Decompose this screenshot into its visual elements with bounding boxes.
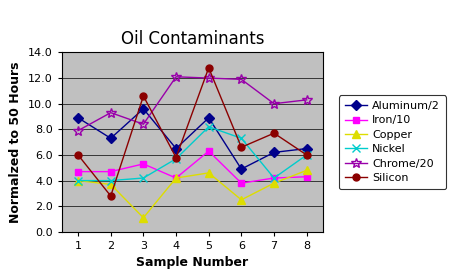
Y-axis label: Normalzed to 50 Hours: Normalzed to 50 Hours	[10, 61, 22, 223]
Copper	[141, 216, 146, 219]
Aluminum/2	[173, 147, 179, 150]
Silicon	[304, 153, 310, 156]
Copper	[206, 171, 211, 174]
Silicon	[206, 66, 211, 70]
Copper	[304, 169, 310, 172]
Aluminum/2	[108, 137, 114, 140]
Copper	[75, 179, 81, 182]
Chrome/20	[141, 123, 146, 126]
Iron/10	[141, 162, 146, 166]
Aluminum/2	[304, 147, 310, 150]
Aluminum/2	[238, 167, 244, 171]
Silicon	[173, 156, 179, 159]
Chrome/20	[75, 129, 81, 132]
Copper	[238, 198, 244, 201]
Chrome/20	[238, 78, 244, 81]
Copper	[173, 176, 179, 180]
Chrome/20	[108, 111, 114, 114]
Iron/10	[271, 176, 277, 180]
Iron/10	[238, 182, 244, 185]
Line: Chrome/20: Chrome/20	[73, 72, 312, 136]
Nickel	[304, 153, 310, 156]
Silicon	[141, 94, 146, 98]
Chrome/20	[206, 76, 211, 80]
Line: Copper: Copper	[74, 166, 311, 222]
Iron/10	[173, 176, 179, 180]
Copper	[271, 182, 277, 185]
Nickel	[206, 125, 211, 128]
Title: Oil Contaminants: Oil Contaminants	[121, 30, 264, 48]
Nickel	[141, 176, 146, 180]
Legend: Aluminum/2, Iron/10, Copper, Nickel, Chrome/20, Silicon: Aluminum/2, Iron/10, Copper, Nickel, Chr…	[339, 95, 446, 189]
Silicon	[271, 132, 277, 135]
Line: Nickel: Nickel	[74, 123, 311, 185]
Copper	[108, 183, 114, 186]
Aluminum/2	[206, 116, 211, 120]
Nickel	[75, 179, 81, 182]
Nickel	[108, 179, 114, 182]
Iron/10	[206, 150, 211, 153]
Aluminum/2	[75, 116, 81, 120]
Nickel	[238, 137, 244, 140]
Silicon	[108, 194, 114, 198]
Chrome/20	[304, 98, 310, 102]
Nickel	[173, 157, 179, 160]
Iron/10	[108, 170, 114, 173]
Line: Iron/10: Iron/10	[75, 148, 310, 187]
Chrome/20	[173, 75, 179, 78]
Iron/10	[304, 175, 310, 178]
Line: Aluminum/2: Aluminum/2	[75, 105, 310, 172]
Silicon	[75, 153, 81, 156]
Iron/10	[75, 170, 81, 173]
Nickel	[271, 176, 277, 180]
X-axis label: Sample Number: Sample Number	[136, 256, 248, 269]
Line: Silicon: Silicon	[75, 64, 310, 200]
Aluminum/2	[271, 151, 277, 154]
Aluminum/2	[141, 107, 146, 110]
Chrome/20	[271, 102, 277, 105]
Silicon	[238, 146, 244, 149]
